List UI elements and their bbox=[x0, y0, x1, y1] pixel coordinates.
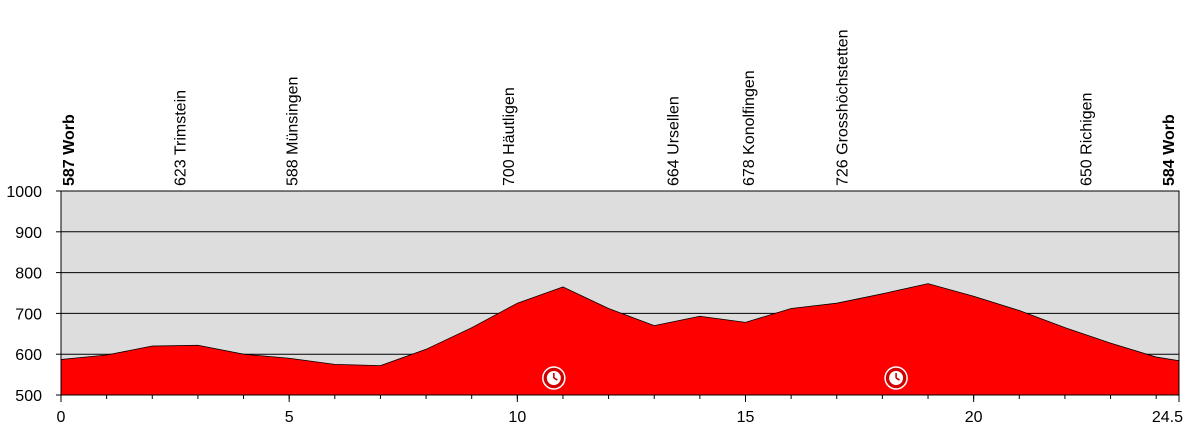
plot-frame bbox=[60, 190, 1180, 396]
y-tick-label: 900 bbox=[15, 225, 42, 242]
y-tick-label: 800 bbox=[15, 266, 42, 283]
x-tick-label: 15 bbox=[737, 409, 755, 426]
waypoint-label: 678 Konolfingen bbox=[741, 70, 758, 186]
y-tick-label: 600 bbox=[15, 347, 42, 364]
waypoint-label: 584 Worb bbox=[1161, 114, 1178, 186]
waypoint-label: 650 Richigen bbox=[1079, 93, 1096, 186]
waypoint-label: 726 Grosshöchstetten bbox=[834, 29, 851, 186]
x-tick-label: 20 bbox=[965, 409, 983, 426]
y-tick-label: 1000 bbox=[6, 184, 42, 201]
waypoint-label: 623 Trimstein bbox=[173, 90, 190, 186]
clock-icon bbox=[884, 366, 908, 390]
waypoint-label: 700 Häutligen bbox=[501, 87, 518, 186]
waypoint-label: 588 Münsingen bbox=[284, 77, 301, 186]
x-tick-label: 24.5 bbox=[1152, 409, 1183, 426]
x-tick-label: 5 bbox=[285, 409, 294, 426]
y-axis: 500 600 700 800 900 1000 bbox=[6, 184, 61, 405]
y-tick-label: 700 bbox=[15, 306, 42, 323]
x-axis: 0 5 10 15 20 24.5 bbox=[57, 395, 1183, 426]
x-tick-label: 0 bbox=[57, 409, 66, 426]
clock-icon bbox=[542, 366, 566, 390]
x-tick-label: 10 bbox=[508, 409, 526, 426]
markers-layer bbox=[542, 366, 908, 390]
y-tick-label: 500 bbox=[15, 388, 42, 405]
waypoint-label: 664 Ursellen bbox=[666, 96, 683, 186]
waypoint-labels: 587 Worb 623 Trimstein 588 Münsingen 700 Hä… bbox=[61, 29, 1178, 186]
waypoint-label: 587 Worb bbox=[61, 114, 78, 186]
